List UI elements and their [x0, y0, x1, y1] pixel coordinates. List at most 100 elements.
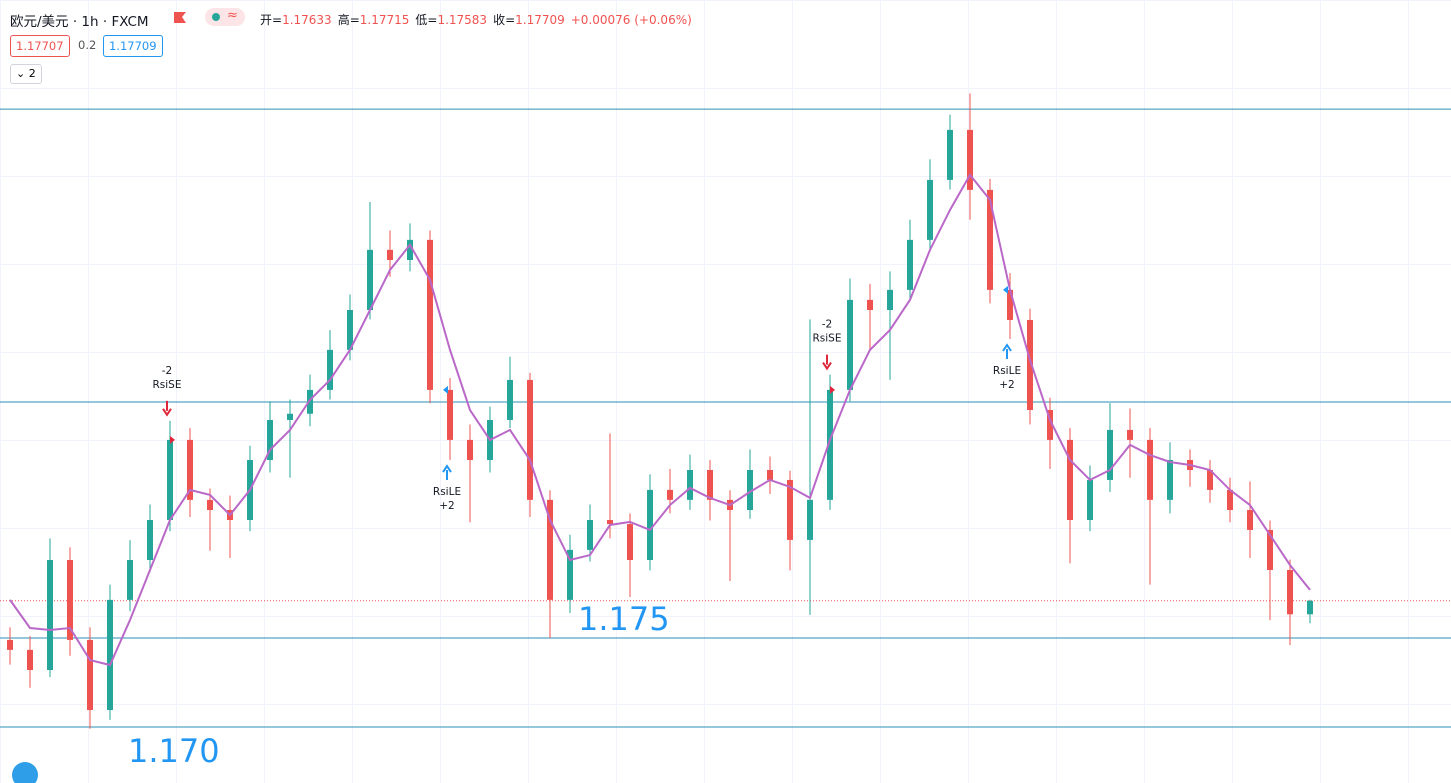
signal-arrow	[442, 464, 452, 481]
candle-body	[567, 549, 573, 600]
candle-body	[127, 560, 133, 600]
status-pill[interactable]: ≈	[205, 8, 245, 26]
ohlc-label: 高=	[337, 13, 360, 27]
candle-body	[747, 469, 753, 511]
candle-body	[867, 299, 873, 310]
candle-body	[967, 129, 973, 190]
level-label: 1.170	[128, 732, 220, 770]
ohlc-legend: 开=1.17633 高=1.17715 低=1.17583 收=1.17709 +0.0…	[260, 11, 692, 28]
candle-body	[47, 560, 53, 670]
ohlc-label: 开=	[260, 13, 283, 27]
candle-body	[947, 129, 953, 180]
symbol[interactable]: 欧元/美元 · 1h · FXCM	[10, 14, 149, 30]
collapse-button[interactable]: ⌄ 2	[10, 64, 42, 84]
candle-body	[1047, 410, 1053, 440]
candle-body	[1027, 319, 1033, 411]
candle-body	[427, 239, 433, 390]
signal-label: RsiSE	[153, 379, 182, 391]
signal-flag	[443, 385, 448, 394]
candle-body	[1287, 569, 1293, 615]
candle-body	[1267, 529, 1273, 570]
collapse-count: 2	[28, 67, 36, 80]
candle-body	[687, 469, 693, 500]
candle-body	[87, 639, 93, 711]
candle-body	[367, 249, 373, 310]
signal-label: +2	[439, 500, 454, 512]
candle-body	[647, 489, 653, 561]
candle-body	[827, 389, 833, 500]
candle-body	[327, 349, 333, 390]
ohlc-label: 低=	[415, 13, 438, 27]
ohlc-value: 1.17709	[515, 13, 565, 27]
flag[interactable]	[172, 11, 188, 25]
candle-body	[847, 299, 853, 390]
candle-body	[1207, 469, 1213, 490]
signal-label: -2	[822, 319, 832, 331]
signal-label: +2	[999, 379, 1014, 391]
candle-body	[1147, 439, 1153, 500]
change: +0.00076 (+0.06%)	[570, 13, 692, 27]
candle-body	[167, 439, 173, 520]
candle-body	[1107, 429, 1113, 480]
candle-body	[1167, 460, 1173, 500]
ohlc-value: 1.17633	[282, 13, 332, 27]
candle-body	[387, 249, 393, 260]
candle-body	[1007, 289, 1013, 320]
candle-body	[667, 489, 673, 500]
signal-arrow	[822, 354, 832, 371]
candle-body	[1127, 429, 1133, 440]
candle-body	[907, 239, 913, 290]
bid-price[interactable]: 1.17707	[10, 35, 70, 57]
ohlc-label: 收=	[493, 13, 516, 27]
candle-body	[147, 519, 153, 561]
candle-body	[787, 479, 793, 540]
candle-body	[7, 639, 13, 650]
candle-body	[407, 239, 413, 260]
candle-body	[927, 179, 933, 240]
signal-flag	[170, 435, 175, 444]
level-label: 1.175	[578, 600, 670, 638]
signal-flag	[1003, 285, 1008, 294]
candle-body	[607, 519, 613, 525]
candle-body	[1247, 510, 1253, 530]
candle-body	[1227, 489, 1233, 511]
candle-body	[267, 419, 273, 461]
moving-average	[9, 173, 1311, 667]
signal-label: RsiLE	[433, 486, 461, 498]
signal-flag	[830, 385, 835, 394]
signal-arrow	[162, 400, 172, 417]
candle-body	[547, 499, 553, 600]
candle-body	[67, 560, 73, 640]
spread: 0.2	[78, 38, 97, 52]
logo[interactable]	[12, 762, 38, 783]
candle-body	[447, 389, 453, 440]
ohlc-value: 1.17715	[359, 13, 410, 27]
candle-body	[767, 469, 773, 480]
candle-body	[107, 599, 113, 711]
candle-body	[887, 289, 893, 310]
candle-body	[807, 499, 813, 540]
candle-body	[1087, 479, 1093, 520]
candle-body	[347, 309, 353, 350]
signal-label: RsiLE	[993, 365, 1021, 377]
candle-body	[587, 519, 593, 550]
ask-price[interactable]: 1.17709	[103, 35, 163, 57]
candle-body	[27, 649, 33, 670]
signal-arrow	[1002, 343, 1012, 360]
signal-label: -2	[162, 365, 172, 377]
signal-label: RsiSE	[813, 333, 842, 345]
candle-body	[527, 379, 533, 500]
candle-body	[207, 499, 213, 511]
candle-body	[307, 389, 313, 414]
candle-body	[627, 524, 633, 561]
candle-body	[187, 439, 193, 500]
candle-body	[287, 413, 293, 420]
candle-body	[707, 469, 713, 500]
candle-body	[467, 439, 473, 461]
ohlc-value: 1.17583	[437, 13, 488, 27]
candle-body	[1067, 439, 1073, 520]
candle-body	[987, 189, 993, 290]
candle-body	[1307, 600, 1313, 615]
